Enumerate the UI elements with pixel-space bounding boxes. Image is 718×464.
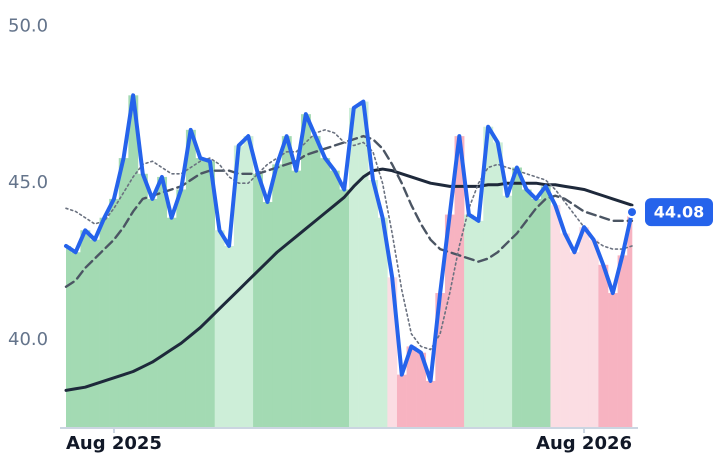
area-bar: [377, 217, 388, 428]
area-bar: [387, 277, 398, 428]
area-bar: [492, 142, 503, 428]
x-tick-label: Aug 2026: [536, 433, 632, 454]
area-bar: [329, 170, 340, 428]
area-bar: [262, 202, 273, 428]
area-bar: [291, 170, 302, 428]
area-bar: [454, 136, 465, 428]
x-tick-label: Aug 2025: [66, 433, 162, 454]
y-tick-label: 50.0: [8, 15, 48, 36]
area-bar: [214, 230, 225, 428]
area-bar: [560, 233, 570, 428]
area-bar: [608, 293, 618, 428]
area-bar: [80, 230, 91, 428]
area-bar: [185, 129, 196, 428]
area-bar: [396, 374, 407, 428]
area-bar: [195, 158, 206, 429]
area-bar: [425, 380, 436, 428]
series-line: [64, 167, 634, 392]
area-bar: [66, 245, 72, 428]
area-bar: [339, 189, 350, 428]
area-bar: [272, 164, 283, 428]
area-bar: [109, 198, 120, 428]
area-bar: [301, 114, 311, 429]
area-bar: [569, 252, 580, 428]
area-bar: [349, 107, 359, 428]
area-bar: [540, 186, 551, 428]
area-bar: [521, 189, 532, 428]
area-bar: [550, 205, 561, 428]
series-line: [64, 93, 634, 383]
area-bar: [118, 158, 129, 429]
area-bar: [464, 214, 475, 428]
area-bar: [483, 126, 494, 428]
area-bar: [358, 101, 369, 428]
area-bar: [473, 220, 484, 428]
area-bar: [147, 198, 158, 428]
area-bar: [368, 180, 379, 428]
area-bar: [320, 158, 331, 429]
area-bar: [89, 239, 100, 428]
area-bar: [444, 214, 455, 428]
value-label: 44.08: [654, 203, 705, 222]
area-bar: [157, 176, 168, 428]
area-bar: [579, 227, 590, 428]
last-point: [626, 206, 638, 219]
area-bar: [70, 252, 81, 428]
area-bar: [137, 173, 148, 428]
area-bar: [176, 189, 187, 428]
area-bar: [512, 167, 522, 428]
y-tick-label: 40.0: [8, 329, 48, 350]
area-bar: [128, 95, 139, 429]
area-bar: [233, 145, 244, 429]
area-bar: [435, 293, 446, 428]
area-bar: [310, 136, 321, 428]
area-bar: [205, 161, 215, 428]
area-bar: [406, 346, 417, 428]
area-bar: [617, 255, 628, 428]
value-pill: [645, 198, 713, 227]
area-bar: [627, 212, 633, 428]
area-bar: [253, 173, 263, 428]
area-bar: [531, 198, 542, 428]
area-bar: [598, 264, 609, 428]
area-bar: [502, 195, 513, 428]
area-bar: [281, 136, 292, 428]
area-bar: [588, 239, 599, 428]
area-bar: [166, 217, 177, 428]
area-bar: [99, 217, 110, 428]
area-bar: [224, 245, 235, 428]
y-tick-label: 45.0: [8, 172, 48, 193]
area-bar: [416, 352, 427, 428]
